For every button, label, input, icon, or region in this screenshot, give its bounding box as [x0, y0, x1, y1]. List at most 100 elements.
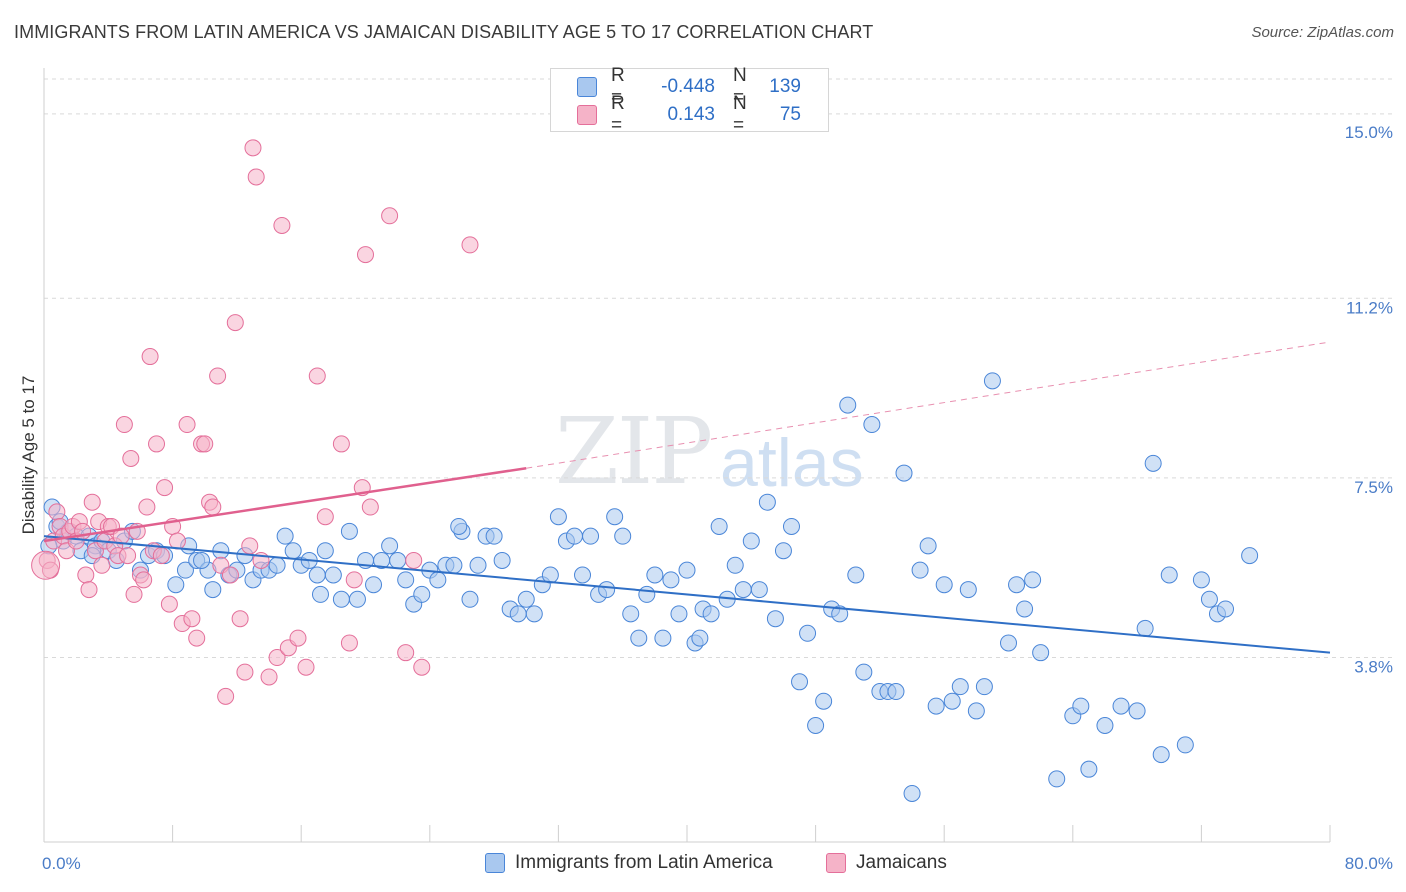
data-points — [31, 139, 1259, 802]
jamaican-point — [413, 658, 431, 676]
latin-america-point — [1176, 736, 1194, 754]
latin-america-point — [734, 581, 752, 599]
series-label: Jamaicans — [856, 852, 947, 873]
latin-america-point — [967, 702, 985, 720]
jamaican-point — [397, 644, 415, 662]
jamaican-point — [183, 610, 201, 628]
latin-america-point — [1016, 600, 1034, 618]
jamaican-point — [226, 314, 244, 332]
latin-america-point — [758, 493, 776, 511]
jamaican-point — [241, 537, 259, 555]
jamaican-point — [148, 435, 166, 453]
latin-america-point — [565, 527, 583, 545]
latin-america-point — [1192, 571, 1210, 589]
latin-america-point — [316, 542, 334, 560]
latin-america-point — [1241, 547, 1259, 565]
latin-america-point — [1000, 634, 1017, 652]
jamaican-point — [247, 168, 265, 186]
latin-america-point — [959, 581, 977, 599]
chart-title: IMMIGRANTS FROM LATIN AMERICA VS JAMAICA… — [14, 22, 874, 42]
y-tick-label: 3.8% — [1354, 658, 1393, 677]
latin-america-point — [935, 576, 953, 594]
jamaican-point — [80, 581, 98, 599]
jamaican-point — [308, 367, 326, 385]
latin-america-point — [1128, 702, 1146, 720]
jamaican-point — [316, 508, 334, 526]
legend-n-value: 139 — [769, 76, 801, 97]
latin-america-point — [831, 605, 849, 623]
latin-america-point — [678, 561, 696, 579]
y-tick-label: 15.0% — [1345, 123, 1393, 142]
jamaican-point — [160, 595, 178, 613]
latin-america-point — [895, 464, 913, 482]
latin-america-point — [670, 605, 688, 623]
jamaican-point — [77, 566, 95, 584]
series-legend: Immigrants from Latin America Jamaicans — [0, 852, 1406, 878]
x-tick-label-min: 0.0% — [42, 854, 81, 873]
jamaican-point — [231, 610, 249, 628]
latin-america-point — [622, 605, 640, 623]
latin-america-point — [983, 372, 1001, 390]
latin-america-point — [469, 556, 487, 574]
legend-swatch-blue — [577, 77, 597, 97]
jamaican-point — [273, 216, 291, 234]
latin-america-point — [381, 537, 399, 555]
latin-america-point — [742, 532, 760, 550]
latin-america-point — [340, 522, 358, 540]
latin-america-point — [1136, 619, 1154, 637]
legend-n-label: N = — [733, 93, 747, 136]
latin-america-point — [855, 663, 873, 681]
latin-america-point — [1144, 454, 1162, 472]
jamaican-point — [236, 663, 254, 681]
latin-america-point — [1217, 600, 1235, 618]
series-swatch-pink — [826, 853, 846, 873]
latin-america-point — [839, 396, 857, 414]
latin-america-point — [461, 590, 479, 608]
latin-america-point — [1080, 760, 1098, 778]
latin-america-point — [525, 605, 543, 623]
jamaican-point — [48, 503, 66, 521]
jamaican-point — [268, 649, 286, 667]
trend-lines — [43, 341, 1331, 654]
latin-america-point — [1048, 770, 1066, 788]
jamaican-point — [357, 246, 374, 264]
latin-america-point — [1160, 566, 1178, 584]
latin-america-point — [710, 517, 728, 535]
x-tick-label-max: 80.0% — [1345, 854, 1393, 873]
latin-america-point — [397, 571, 415, 589]
legend-r-label: R = — [611, 93, 625, 136]
jamaican-point — [122, 450, 140, 467]
latin-america-point — [662, 571, 680, 589]
latin-america-point — [927, 697, 945, 715]
correlation-legend: R = -0.448 N = 139 R = 0.143 N = 75 — [550, 65, 829, 136]
latin-america-point — [943, 692, 961, 710]
latin-america-point — [782, 517, 800, 535]
jamaican-trend-line-extrapolated — [526, 341, 1331, 469]
latin-america-point — [176, 561, 194, 579]
jamaican-point — [83, 493, 101, 511]
series-swatch-blue — [485, 853, 505, 873]
legend-swatch-pink — [577, 105, 597, 125]
series-legend-latin-america: Immigrants from Latin America — [485, 852, 773, 874]
latin-america-point — [903, 784, 921, 802]
jamaican-point — [31, 550, 61, 580]
latin-america-point — [1152, 746, 1170, 764]
legend-n-label: N = — [733, 65, 747, 108]
latin-america-point — [1096, 716, 1114, 734]
latin-america-point — [791, 673, 809, 691]
latin-america-point — [509, 605, 527, 623]
jamaican-point — [461, 236, 479, 254]
latin-america-point — [887, 683, 905, 701]
legend-r-value: -0.448 — [661, 76, 715, 97]
jamaican-point — [405, 551, 423, 569]
jamaican-point — [152, 547, 170, 565]
jamaican-point — [141, 348, 159, 366]
jamaican-point — [244, 139, 262, 157]
jamaican-point — [345, 571, 363, 589]
latin-america-point — [276, 527, 294, 545]
latin-america-point — [847, 566, 865, 584]
latin-america-point — [726, 556, 744, 574]
latin-america-point — [638, 585, 656, 603]
latin-america-point — [1072, 697, 1090, 715]
